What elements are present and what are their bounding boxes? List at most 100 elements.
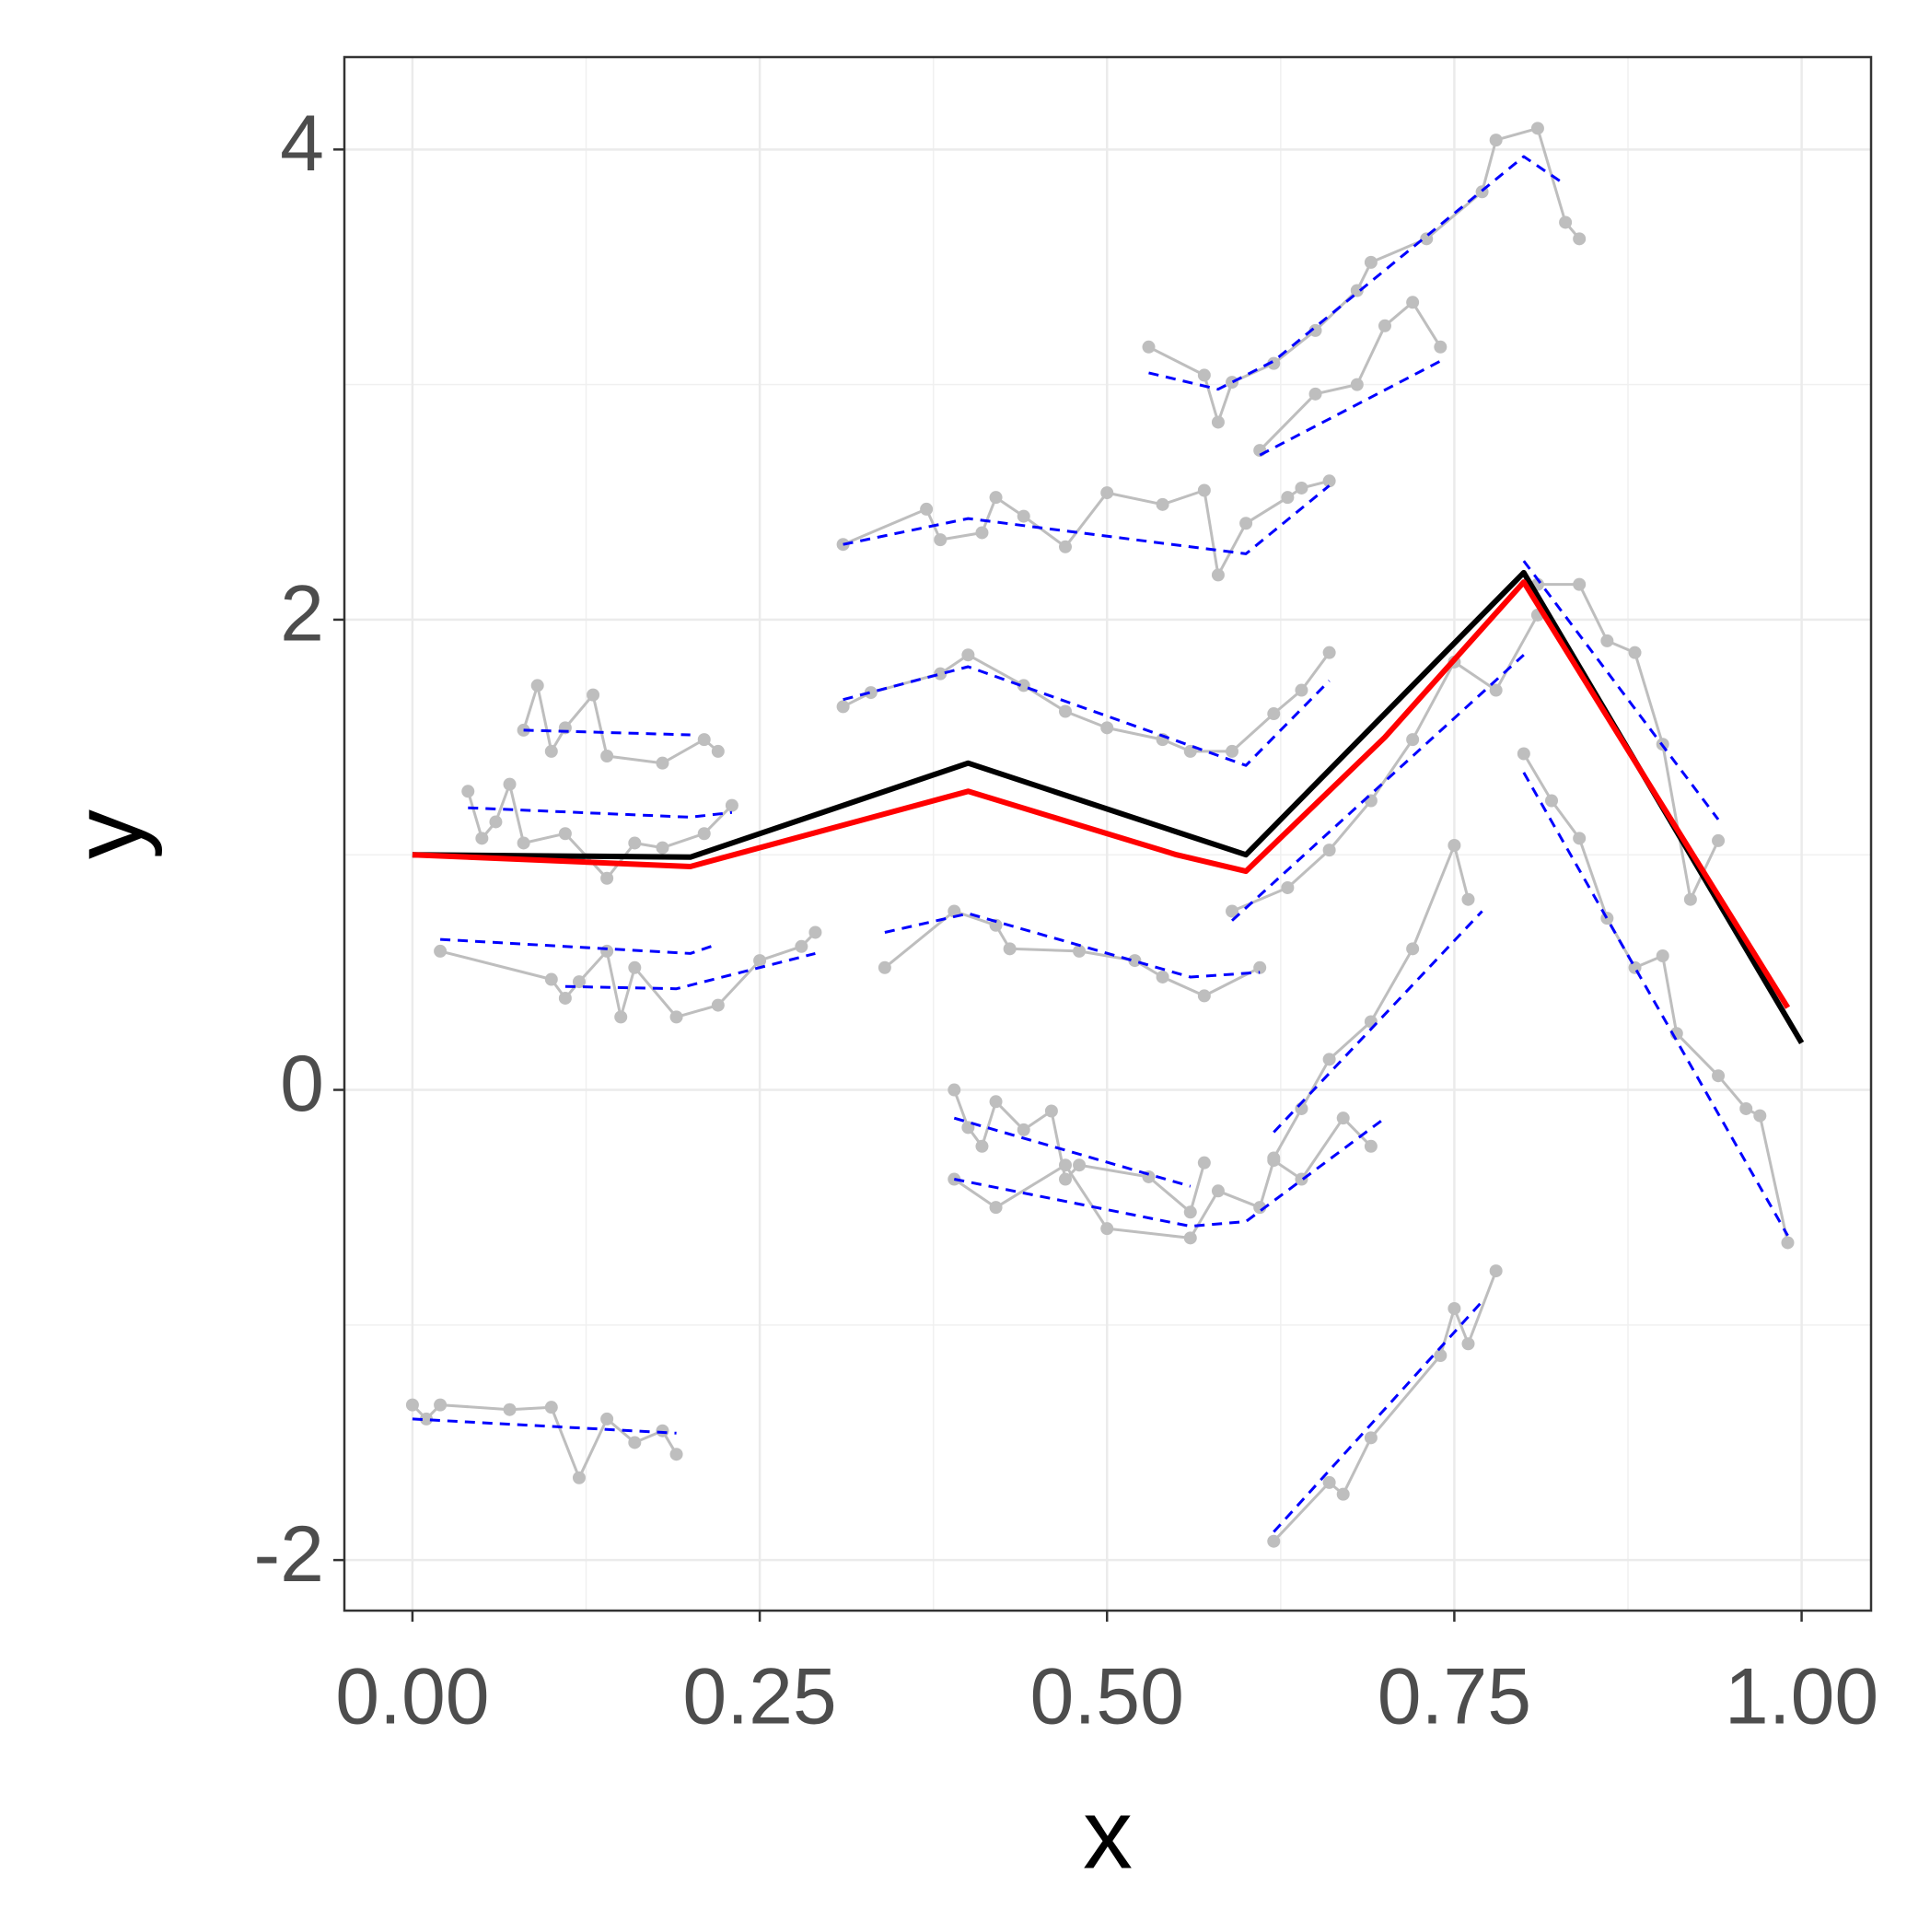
subject-point — [1739, 1101, 1753, 1115]
subject-point — [558, 991, 572, 1005]
y-tick-label: 4 — [280, 99, 324, 188]
fitted-line — [1230, 654, 1525, 922]
fitted-line — [1522, 772, 1789, 1237]
subject-point — [1656, 949, 1669, 962]
subject-point — [544, 744, 558, 758]
fitted-line — [1522, 560, 1720, 821]
subject-point — [1142, 340, 1156, 354]
subject-point — [1434, 340, 1448, 354]
subject-point — [420, 1412, 434, 1426]
subject-point — [878, 960, 891, 974]
y-axis-title: y — [52, 809, 163, 859]
subject-point — [975, 526, 989, 540]
subject-point — [600, 944, 614, 958]
subject-point — [1781, 1236, 1795, 1250]
x-tick-label: 0.75 — [1378, 1653, 1531, 1741]
subject-point — [572, 1471, 586, 1484]
subject-point — [1420, 232, 1434, 246]
subject-point — [989, 1201, 1003, 1215]
subject-point — [808, 925, 822, 939]
fitted-line — [1148, 155, 1566, 391]
subject-point — [503, 1402, 517, 1416]
subject-point — [1364, 794, 1378, 808]
fitted-line — [1273, 910, 1483, 1134]
fitted-line — [440, 937, 719, 955]
subject-point — [1183, 1231, 1197, 1245]
subject-point — [1044, 1104, 1058, 1118]
x-tick-label: 0.50 — [1030, 1653, 1184, 1741]
subject-point — [1058, 540, 1072, 553]
subject-point — [656, 841, 669, 855]
subject-point — [989, 491, 1003, 505]
subject-point — [1156, 497, 1169, 511]
fitted-line — [884, 912, 1261, 979]
y-tick-label: 2 — [280, 570, 324, 658]
subject-point — [1517, 747, 1530, 761]
subject-point — [1600, 634, 1614, 647]
subject-point — [669, 1448, 683, 1461]
subject-point — [1628, 960, 1642, 974]
subject-point — [1239, 517, 1253, 530]
subject-point — [614, 1010, 628, 1024]
subject-point — [1364, 1431, 1378, 1445]
subject-point — [1295, 683, 1308, 697]
subject-point — [1489, 1264, 1503, 1278]
subject-point — [1197, 368, 1211, 382]
subject-point — [1322, 474, 1336, 488]
subject-point — [1364, 1139, 1378, 1153]
subject-point — [1628, 646, 1642, 659]
subject-point — [1573, 232, 1587, 246]
x-tick-label: 0.00 — [335, 1653, 489, 1741]
subject-point — [503, 777, 517, 791]
subject-point — [1281, 491, 1295, 505]
subject-point — [989, 918, 1003, 932]
subject-point — [544, 972, 558, 986]
subject-point — [1336, 1111, 1350, 1125]
subject-point — [669, 1010, 683, 1024]
subject-point — [434, 944, 448, 958]
subject-point — [1753, 1109, 1767, 1123]
subject-point — [1308, 387, 1322, 401]
subject-point — [1573, 832, 1587, 845]
subject-point — [572, 975, 586, 989]
subject-point — [1350, 284, 1364, 297]
subject-point — [1100, 486, 1114, 500]
subject-point — [934, 533, 948, 547]
subject-point — [1406, 733, 1420, 747]
subject-point — [948, 1083, 961, 1097]
subject-point — [1017, 1123, 1030, 1136]
subject-point — [1489, 683, 1503, 697]
plot-area: 0.00 0.25 0.50 0.75 1.00 -2 0 2 4 — [254, 55, 1878, 1741]
subject-point — [1406, 942, 1420, 956]
subject-point — [1211, 415, 1225, 429]
subject-point — [1128, 954, 1142, 968]
subject-point — [920, 502, 934, 516]
subject-line — [1147, 126, 1581, 424]
subject-point — [405, 1398, 419, 1412]
subject-point — [1267, 1151, 1281, 1165]
subject-point — [961, 648, 975, 662]
subject-point — [975, 1139, 989, 1153]
subject-point — [1350, 378, 1364, 391]
subject-point — [1197, 1156, 1211, 1170]
subject-point — [1448, 1301, 1461, 1315]
subject-point — [1058, 704, 1072, 718]
subject-point — [628, 960, 642, 974]
subject-point — [1461, 892, 1475, 906]
subject-point — [1003, 942, 1017, 956]
fitted-line — [954, 1116, 1386, 1228]
subject-point — [1267, 356, 1281, 370]
subject-point — [1211, 568, 1225, 582]
mean-line — [412, 579, 1791, 1009]
fitted-line — [564, 951, 816, 991]
subject-point — [1308, 323, 1322, 337]
subject-point — [461, 785, 475, 798]
subject-point — [1712, 1069, 1726, 1083]
subject-line — [1259, 300, 1442, 452]
fitted-line — [953, 1116, 1192, 1188]
subject-point — [600, 1412, 614, 1426]
subject-point — [1461, 1337, 1475, 1351]
subject-point — [628, 1436, 642, 1449]
subject-point — [1017, 679, 1030, 692]
